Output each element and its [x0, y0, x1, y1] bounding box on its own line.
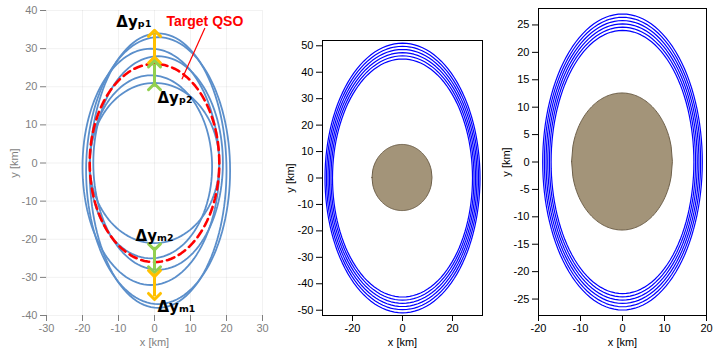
svg-text:25: 25	[517, 18, 529, 30]
svg-text:-40: -40	[298, 277, 314, 289]
svg-text:-20: -20	[345, 322, 361, 334]
svg-text:-10: -10	[111, 322, 127, 334]
svg-text:-10: -10	[22, 195, 38, 207]
svg-text:30: 30	[256, 322, 268, 334]
svg-text:10: 10	[658, 322, 670, 334]
svg-text:y [km]: y [km]	[500, 147, 512, 176]
svg-text:20: 20	[517, 46, 529, 58]
svg-text:10: 10	[301, 145, 313, 157]
svg-text:-10: -10	[298, 198, 314, 210]
svg-text:-10: -10	[514, 210, 530, 222]
svg-text:-20: -20	[298, 224, 314, 236]
svg-text:0: 0	[399, 322, 405, 334]
svg-text:-40: -40	[22, 309, 38, 321]
svg-text:-5: -5	[520, 183, 530, 195]
svg-text:10: 10	[25, 118, 37, 130]
svg-text:-30: -30	[39, 322, 55, 334]
svg-text:20: 20	[700, 322, 712, 334]
svg-text:50: 50	[301, 39, 313, 51]
svg-text:20: 20	[25, 80, 37, 92]
svg-text:y [km]: y [km]	[8, 148, 20, 177]
svg-text:30: 30	[25, 42, 37, 54]
svg-text:-25: -25	[514, 293, 530, 305]
svg-text:0: 0	[523, 156, 529, 168]
svg-text:0: 0	[31, 157, 37, 169]
svg-text:-20: -20	[22, 233, 38, 245]
svg-text:20: 20	[446, 322, 458, 334]
svg-text:5: 5	[523, 128, 529, 140]
svg-text:-30: -30	[298, 251, 314, 263]
svg-text:0: 0	[619, 322, 625, 334]
svg-text:Δyₚ₁: Δyₚ₁	[116, 13, 151, 31]
svg-text:40: 40	[301, 66, 313, 78]
svg-text:-50: -50	[298, 304, 314, 316]
svg-text:15: 15	[517, 73, 529, 85]
svg-text:-30: -30	[22, 271, 38, 283]
svg-text:10: 10	[517, 101, 529, 113]
svg-text:x [km]: x [km]	[388, 336, 417, 348]
svg-text:-20: -20	[75, 322, 91, 334]
svg-text:20: 20	[220, 322, 232, 334]
svg-text:Target QSO: Target QSO	[167, 13, 244, 29]
svg-text:0: 0	[151, 322, 157, 334]
svg-text:y [km]: y [km]	[284, 163, 296, 192]
svg-text:40: 40	[25, 4, 37, 16]
svg-text:20: 20	[301, 119, 313, 131]
svg-text:-20: -20	[531, 322, 547, 334]
svg-text:-20: -20	[514, 265, 530, 277]
svg-text:x [km]: x [km]	[140, 336, 169, 348]
svg-text:Δyₘ₁: Δyₘ₁	[158, 298, 196, 316]
svg-text:Δyₚ₂: Δyₚ₂	[158, 89, 193, 107]
svg-text:x [km]: x [km]	[608, 336, 637, 348]
svg-text:0: 0	[307, 172, 313, 184]
svg-text:Δyₘ₂: Δyₘ₂	[136, 227, 174, 245]
svg-text:30: 30	[301, 92, 313, 104]
svg-text:10: 10	[184, 322, 196, 334]
svg-text:-15: -15	[514, 238, 530, 250]
svg-text:-10: -10	[573, 322, 589, 334]
